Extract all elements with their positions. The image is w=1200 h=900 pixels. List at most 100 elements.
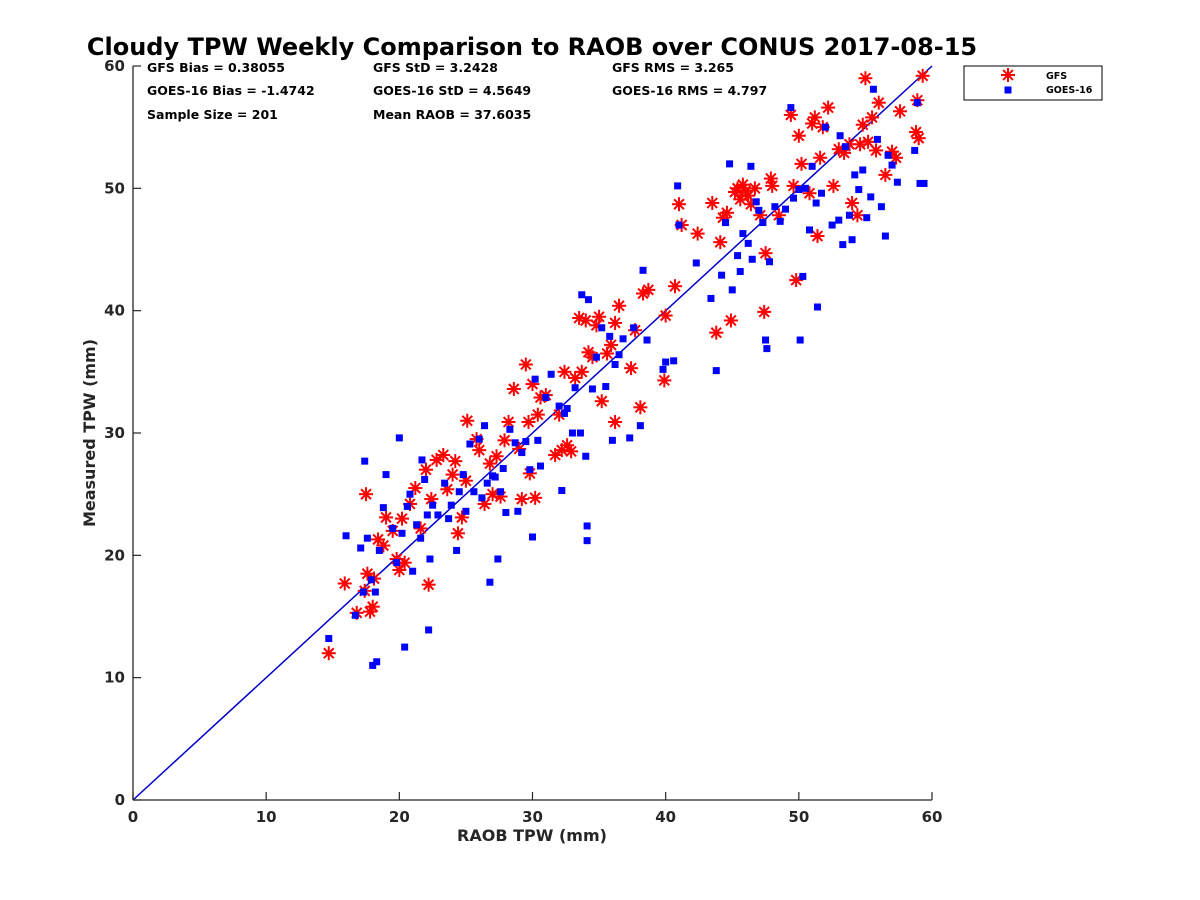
goes16-point [382,471,390,479]
goes16-point [363,534,371,542]
legend-label-gfs: GFS [1046,71,1067,82]
goes16-point [674,182,682,190]
stat-goes-std: GOES-16 StD = 4.5649 [373,83,531,98]
goes16-point [534,436,542,444]
goes16-point [406,490,414,498]
goes16-point [441,479,449,487]
goes16-point [558,486,566,494]
gfs-point [765,178,780,193]
gfs-point [518,357,533,372]
gfs-point [807,110,822,125]
goes16-point [873,135,881,143]
gfs-point [392,563,407,578]
gfs-point [337,576,352,591]
goes16-point [736,268,744,276]
gfs-point [667,279,682,294]
goes16-point [859,166,867,174]
y-axis-label: Measured TPW (mm) [80,339,99,527]
goes16-point [425,626,433,634]
gfs-point [530,407,545,422]
gfs-point [783,107,798,122]
goes16-point [502,509,510,517]
gfs-point [506,381,521,396]
goes16-point [361,457,369,465]
goes16-point [582,452,590,460]
gfs-point [394,511,409,526]
legend-square [1004,86,1012,94]
stat-gfs-std: GFS StD = 3.2428 [373,60,498,75]
x-tick-label: 40 [655,808,676,826]
gfs-point [633,400,648,415]
goes16-point [726,160,734,168]
goes16-point [494,555,502,563]
gfs-point [861,134,876,149]
goes16-point [547,370,555,378]
goes16-point [707,294,715,302]
goes16-point [718,271,726,279]
goes16-point [455,488,463,496]
goes16-point [409,567,417,575]
goes16-point [712,367,720,375]
goes16-point [766,258,774,266]
gfs-point [794,156,809,171]
goes16-point [459,471,467,479]
goes16-point [514,507,522,515]
y-tick-label: 0 [115,791,125,809]
goes16-point [855,186,863,194]
goes16-point [659,365,667,373]
legend-box [963,65,1103,101]
gfs-point [608,315,623,330]
goes16-point [817,189,825,197]
gfs-point [472,443,487,458]
goes16-point [916,179,924,187]
gfs-point [893,104,908,119]
goes16-point [578,291,586,299]
goes16-point [486,578,494,586]
goes16-point [848,236,856,244]
goes16-point [481,422,489,430]
gfs-point [869,143,884,158]
goes16-point [506,425,514,433]
goes16-point [325,635,333,643]
goes16-point [571,384,579,392]
gfs-point [915,68,930,83]
goes16-point [602,383,610,391]
goes16-point [839,241,847,249]
goes16-point [367,576,375,584]
goes16-point [869,85,877,93]
gfs-point [858,71,873,86]
goes16-point [526,466,534,474]
goes16-point [722,219,730,227]
goes16-point [790,194,798,202]
goes16-point [755,206,763,214]
goes16-point [782,205,790,213]
goes16-point [795,186,803,194]
gfs-point [747,181,762,196]
goes16-point [563,405,571,413]
goes16-point [511,439,519,447]
goes16-point [497,488,505,496]
goes16-point [568,429,576,437]
goes16-point [357,544,365,552]
goes16-point [805,226,813,234]
stat-sample-size: Sample Size = 201 [147,107,278,122]
goes16-point [429,501,437,509]
x-tick-label: 60 [922,808,943,826]
goes16-point [529,533,536,541]
goes16-point [592,353,600,361]
y-tick-label: 50 [104,179,125,197]
goes16-point [342,532,350,540]
goes16-point [403,502,411,510]
goes16-point [413,521,421,529]
goes16-point [555,402,563,410]
goes16-point [748,255,756,263]
gfs-point [612,298,627,313]
gfs-point [489,449,504,464]
goes16-point [763,345,771,353]
gfs-point [421,577,436,592]
data-points [321,68,930,669]
goes16-point [911,146,919,154]
gfs-point [855,117,870,132]
gfs-point [889,150,904,165]
goes16-point [796,336,804,344]
